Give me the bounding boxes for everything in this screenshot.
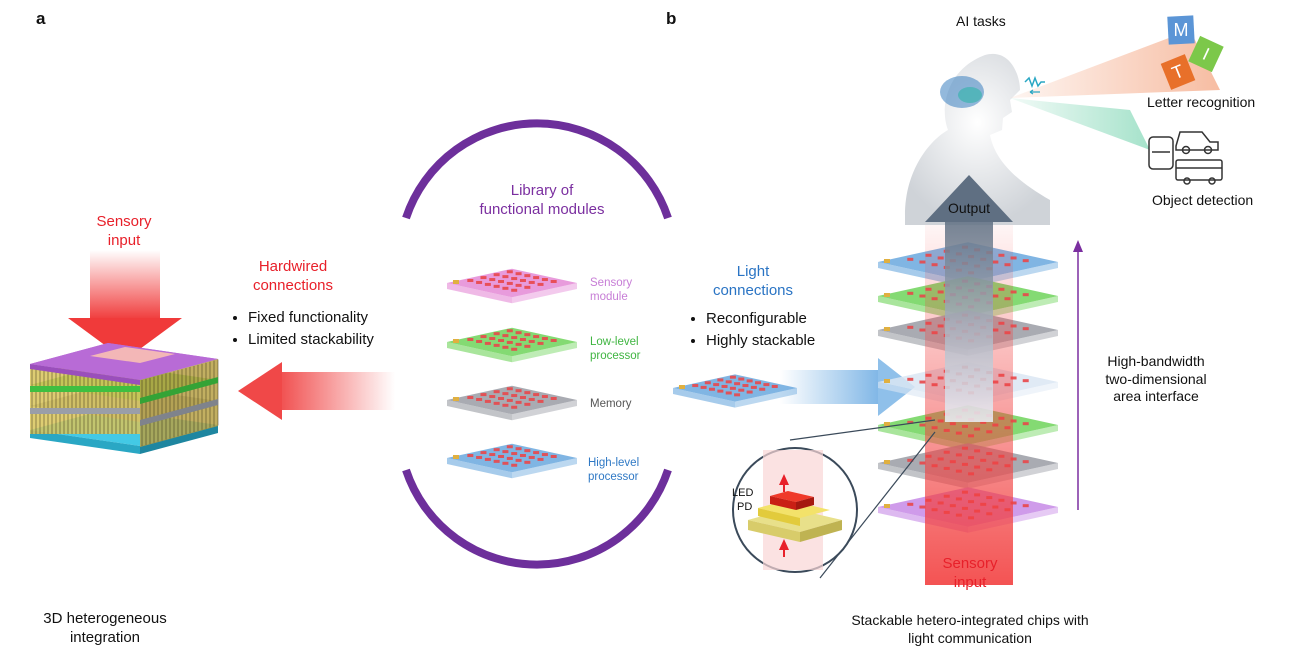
ai-tasks-label: AI tasks [956, 13, 1006, 29]
library-title: Library of functional modules [479, 182, 605, 218]
hardwired-bullets: Fixed functionality Limited stackability [230, 307, 374, 351]
module-label-low: Low-level processor [590, 336, 641, 363]
3d-stack [30, 343, 219, 454]
stack-pillars [31, 359, 219, 446]
caption-b: Stackable hetero-integrated chips with li… [851, 612, 1089, 646]
sensory-input-arrow-a [68, 250, 182, 360]
caption-a: 3D heterogeneous integration [43, 610, 167, 646]
bullet-fixed: Fixed functionality [248, 307, 374, 329]
bullet-reconfig: Reconfigurable [706, 308, 815, 330]
library-arc-bottom [402, 468, 672, 569]
bullet-stackable: Highly stackable [706, 330, 815, 352]
chip-low-level [447, 327, 577, 363]
output-label: Output [947, 200, 991, 216]
vehicle-icons [1148, 131, 1223, 185]
output-arrow [925, 175, 1013, 422]
module-label-memory: Memory [590, 398, 632, 410]
hardwired-label: Hardwired connections [252, 258, 334, 294]
module-label-sensory: Sensory module [590, 277, 633, 304]
bandwidth-label: High-bandwidth two-dimensional area interf… [1105, 353, 1207, 404]
incoming-chip [673, 374, 797, 408]
hardwired-arrow [238, 362, 395, 420]
module-chips [447, 268, 577, 479]
letter-tiles [1160, 15, 1224, 90]
pd-label: PD [737, 501, 753, 513]
panel-a-letter: a [36, 9, 46, 28]
sensory-input-a-label: Sensory input [96, 213, 152, 249]
object-cone [1010, 98, 1150, 150]
bandwidth-arrow [1073, 240, 1083, 510]
light-bullets: Reconfigurable Highly stackable [688, 308, 815, 352]
zoom-inset [732, 419, 936, 579]
signal-icon [1024, 75, 1045, 95]
chip-memory [447, 385, 577, 421]
bullet-limited: Limited stackability [248, 329, 374, 351]
letter-cone [1010, 30, 1220, 98]
panel-b-letter: b [666, 9, 677, 28]
chip-sensory [447, 268, 577, 304]
led-label: LED [732, 487, 754, 499]
chip-incoming [673, 374, 797, 408]
chip-high-level [447, 443, 577, 479]
light-connections-label: Light connections [712, 263, 794, 299]
library-arc-top [402, 119, 672, 220]
human-head [905, 53, 1050, 225]
letter-recognition-label: Letter recognition [1147, 94, 1256, 110]
letter-m: M [1173, 20, 1189, 40]
object-detection-label: Object detection [1152, 192, 1254, 208]
sensory-input-b-label: Sensory input [942, 555, 998, 591]
module-label-high: High-level processor [588, 457, 640, 484]
